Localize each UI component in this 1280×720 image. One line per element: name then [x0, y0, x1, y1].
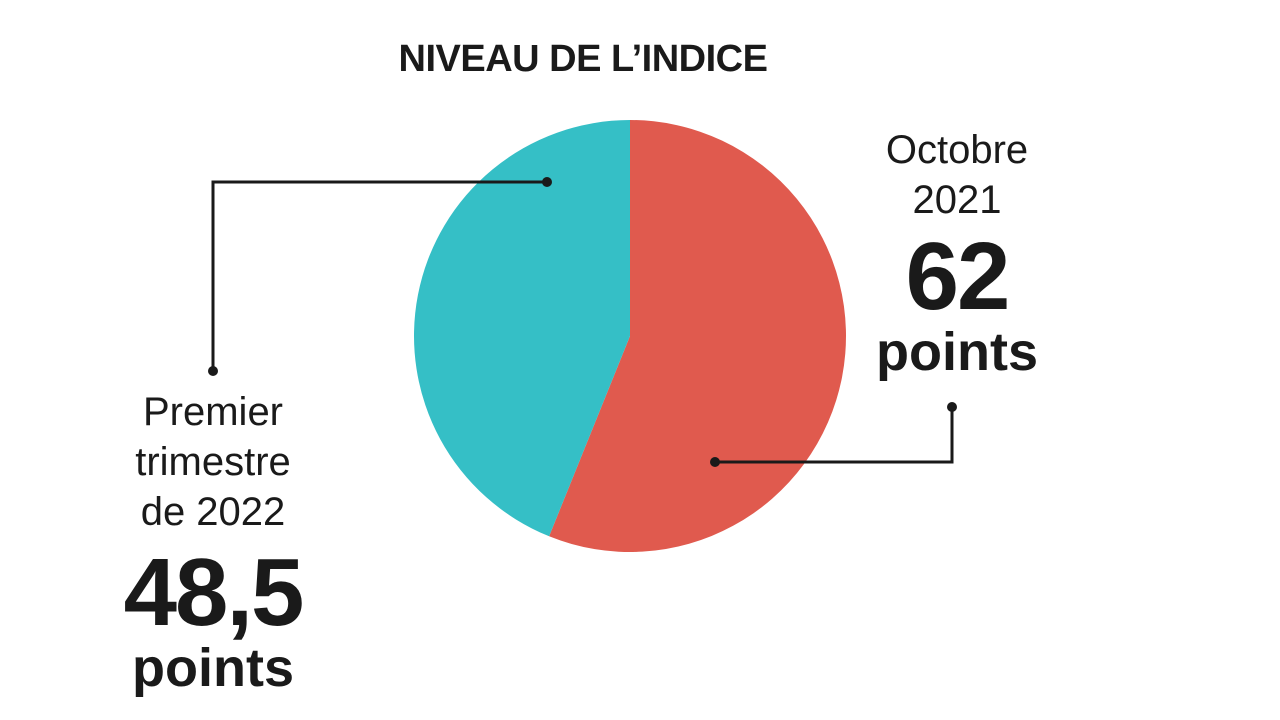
slice-label: Octobre 2021 62 points [807, 125, 1107, 381]
pie [414, 120, 847, 552]
leader-dot [208, 366, 218, 376]
slice-label: Premier trimestre de 2022 48,5 points [63, 387, 363, 697]
category-label: Octobre 2021 [885, 128, 1029, 222]
value-label: 62 [905, 223, 1011, 330]
category-label: Premier trimestre de 2022 [135, 390, 291, 534]
pie-slice [414, 120, 630, 537]
leader-line [211, 180, 547, 371]
pie-slice [549, 120, 847, 552]
unit-label: points [876, 322, 1038, 382]
leader-dot [947, 402, 957, 412]
leader-line [715, 407, 954, 464]
unit-label: points [132, 638, 294, 698]
value-label: 48,5 [123, 539, 305, 646]
leader-dot [710, 457, 720, 467]
leader-dot [542, 177, 552, 187]
chart-title: NIVEAU DE L’INDICE [398, 38, 768, 80]
